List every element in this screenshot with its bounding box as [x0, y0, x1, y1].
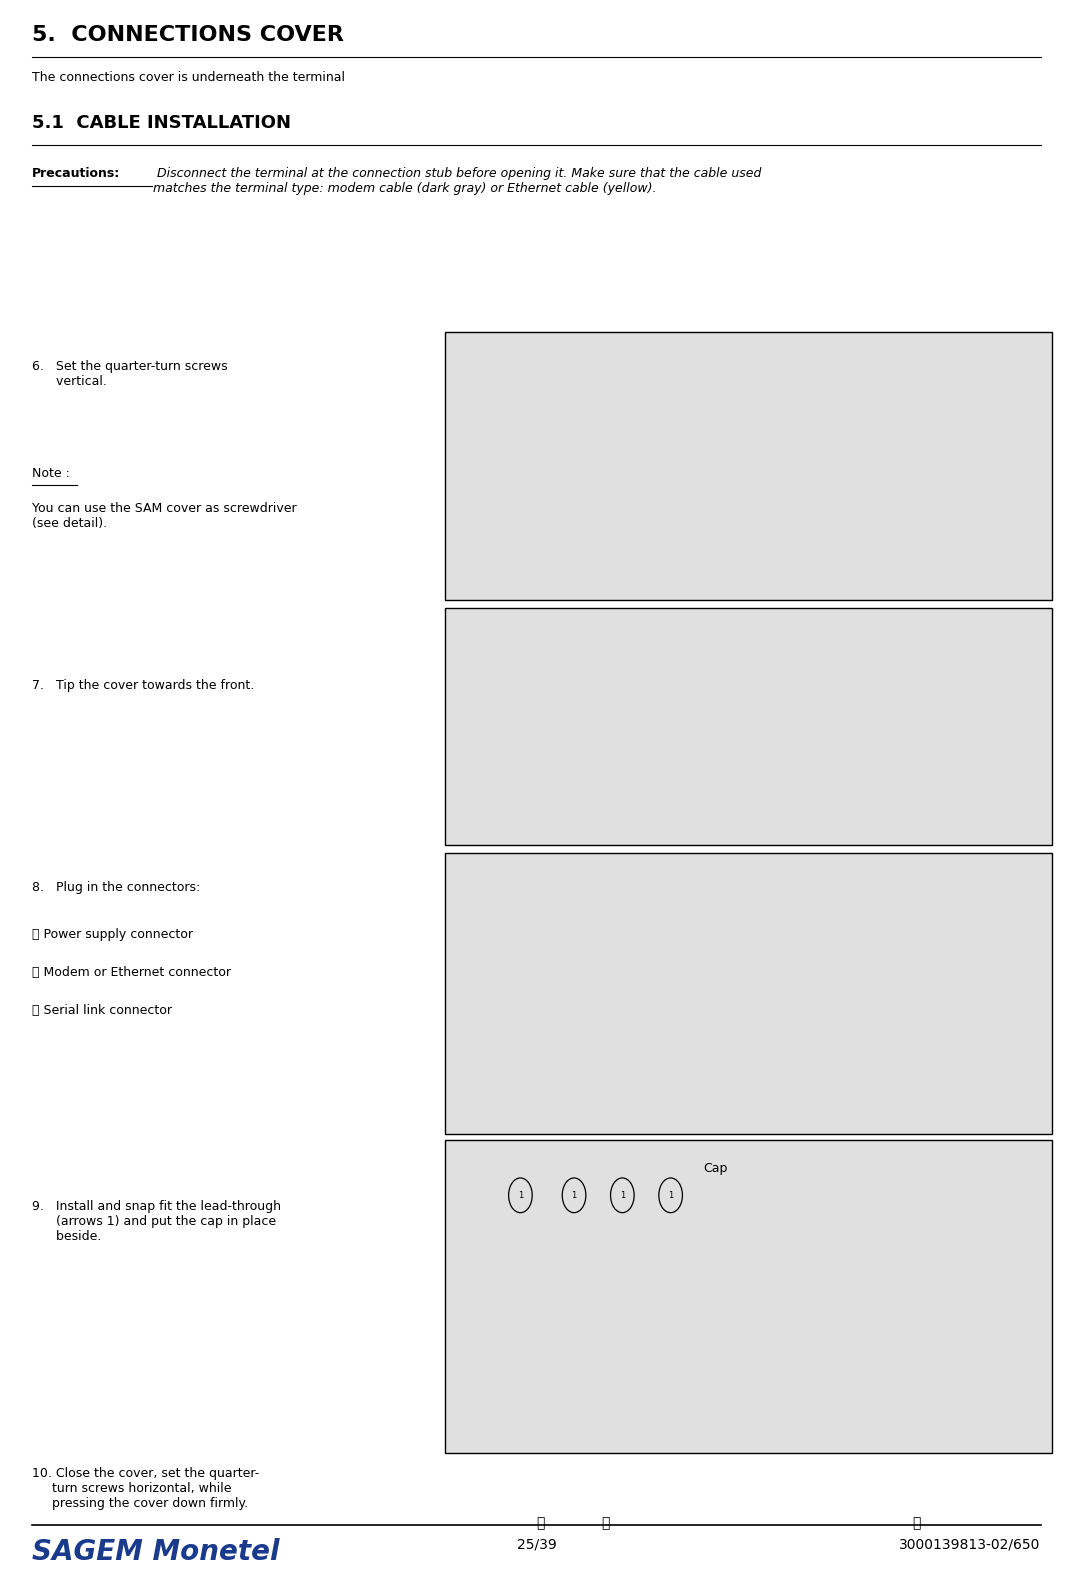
Text: 10. Close the cover, set the quarter-
     turn screws horizontal, while
     pr: 10. Close the cover, set the quarter- tu…: [32, 1467, 260, 1510]
Bar: [445, 608, 1052, 845]
Text: 7.   Tip the cover towards the front.: 7. Tip the cover towards the front.: [32, 679, 254, 692]
Text: Cap: Cap: [703, 1162, 727, 1175]
Text: 1: 1: [620, 1191, 624, 1200]
Text: The connections cover is underneath the terminal: The connections cover is underneath the …: [32, 71, 346, 84]
Text: Ⓒ: Ⓒ: [912, 1516, 921, 1530]
Text: Ⓐ Power supply connector: Ⓐ Power supply connector: [32, 928, 193, 941]
Text: 5.  CONNECTIONS COVER: 5. CONNECTIONS COVER: [32, 25, 344, 46]
Text: 6.   Set the quarter-turn screws
      vertical.: 6. Set the quarter-turn screws vertical.: [32, 360, 227, 388]
Text: 1: 1: [572, 1191, 576, 1200]
Text: You can use the SAM cover as screwdriver
(see detail).: You can use the SAM cover as screwdriver…: [32, 502, 297, 531]
Text: 1: 1: [668, 1191, 673, 1200]
Text: 25/39: 25/39: [516, 1538, 557, 1552]
Text: 9.   Install and snap fit the lead-through
      (arrows 1) and put the cap in p: 9. Install and snap fit the lead-through…: [32, 1200, 281, 1243]
Bar: [445, 1140, 1052, 1453]
Text: Ⓒ Serial link connector: Ⓒ Serial link connector: [32, 1004, 172, 1017]
Text: Ⓑ: Ⓑ: [601, 1516, 609, 1530]
Text: 1: 1: [518, 1191, 523, 1200]
Text: Disconnect the terminal at the connection stub before opening it. Make sure that: Disconnect the terminal at the connectio…: [153, 167, 762, 196]
Text: Precautions:: Precautions:: [32, 167, 120, 180]
Text: 8.   Plug in the connectors:: 8. Plug in the connectors:: [32, 881, 201, 894]
Text: 3000139813-02/650: 3000139813-02/650: [899, 1538, 1041, 1552]
Text: Ⓐ: Ⓐ: [536, 1516, 545, 1530]
Text: 5.1  CABLE INSTALLATION: 5.1 CABLE INSTALLATION: [32, 114, 291, 131]
Bar: [445, 332, 1052, 600]
Text: Note :: Note :: [32, 467, 70, 480]
Bar: [445, 853, 1052, 1134]
Text: Ⓑ Modem or Ethernet connector: Ⓑ Modem or Ethernet connector: [32, 966, 231, 979]
Text: SAGEM Monetel: SAGEM Monetel: [32, 1538, 280, 1566]
